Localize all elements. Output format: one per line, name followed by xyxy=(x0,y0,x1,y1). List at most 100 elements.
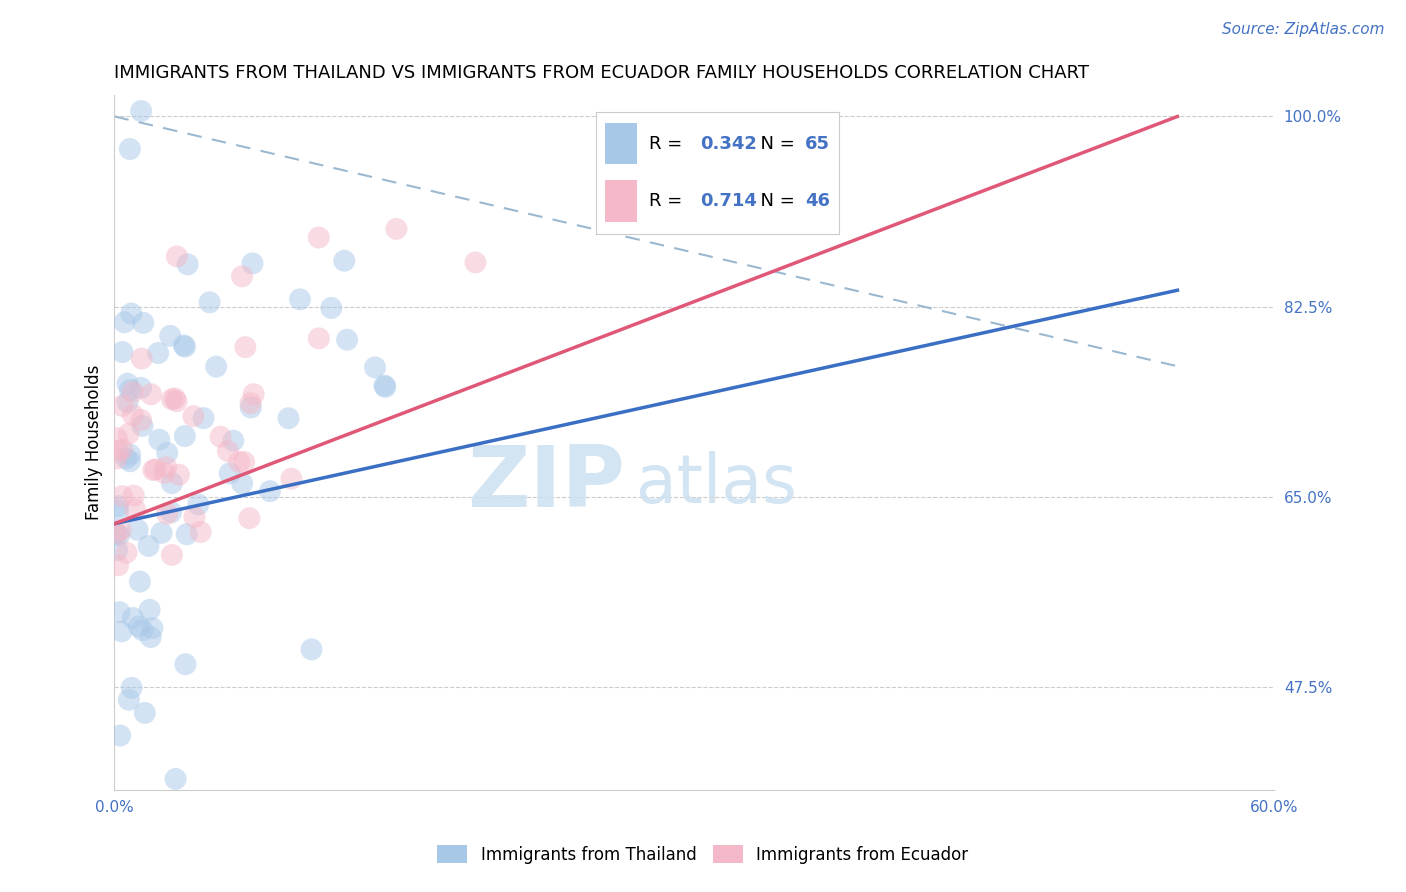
Point xyxy=(160,548,183,562)
Point xyxy=(111,489,134,503)
Point xyxy=(146,346,169,360)
Point xyxy=(242,256,264,270)
Point xyxy=(132,316,155,330)
Point xyxy=(121,408,143,422)
Point xyxy=(176,527,198,541)
Point xyxy=(120,448,142,462)
Point xyxy=(280,472,302,486)
Point xyxy=(288,293,311,307)
Point xyxy=(159,329,181,343)
Point xyxy=(118,142,141,156)
Point xyxy=(160,392,183,407)
Point xyxy=(114,315,136,329)
Point xyxy=(205,359,228,374)
Point xyxy=(166,394,188,409)
Point xyxy=(141,621,163,635)
Point xyxy=(239,396,262,410)
Point xyxy=(156,507,179,521)
Point xyxy=(121,681,143,695)
Point xyxy=(301,642,323,657)
Point xyxy=(239,401,262,415)
Point xyxy=(167,467,190,482)
Point xyxy=(107,558,129,573)
Point xyxy=(108,605,131,619)
Point xyxy=(127,523,149,537)
Point xyxy=(163,392,186,406)
Point xyxy=(321,301,343,315)
Point xyxy=(139,387,162,401)
Point xyxy=(131,418,153,433)
Point xyxy=(228,455,250,469)
Point xyxy=(107,443,129,458)
Text: IMMIGRANTS FROM THAILAND VS IMMIGRANTS FROM ECUADOR FAMILY HOUSEHOLDS CORRELATIO: IMMIGRANTS FROM THAILAND VS IMMIGRANTS F… xyxy=(114,64,1090,82)
Point xyxy=(117,376,139,391)
Point xyxy=(105,543,128,558)
Point xyxy=(153,466,176,480)
Point xyxy=(121,384,143,399)
Point xyxy=(139,630,162,644)
Point xyxy=(111,399,134,413)
Point xyxy=(108,528,131,542)
Point xyxy=(120,307,142,321)
Point xyxy=(115,451,138,466)
Point xyxy=(336,333,359,347)
Point xyxy=(238,511,260,525)
Point xyxy=(190,524,212,539)
Point xyxy=(308,230,330,244)
Point xyxy=(193,411,215,425)
Point xyxy=(120,454,142,468)
Point xyxy=(198,295,221,310)
Point xyxy=(107,499,129,513)
Point xyxy=(148,433,170,447)
Point xyxy=(464,255,486,269)
Point xyxy=(121,611,143,625)
Point xyxy=(209,430,232,444)
Point xyxy=(111,442,134,457)
Point xyxy=(333,253,356,268)
Text: ZIP: ZIP xyxy=(467,442,624,525)
Point xyxy=(218,467,240,481)
Point xyxy=(259,484,281,499)
Point xyxy=(129,381,152,395)
Point xyxy=(242,387,264,401)
Point xyxy=(117,426,139,441)
Point xyxy=(222,434,245,448)
Point xyxy=(111,345,134,359)
Point xyxy=(138,539,160,553)
Point xyxy=(174,657,197,672)
Point xyxy=(231,476,253,491)
Point xyxy=(160,505,183,519)
Point xyxy=(308,331,330,345)
Point xyxy=(105,526,128,541)
Point xyxy=(231,269,253,284)
Point xyxy=(277,411,299,425)
Point xyxy=(166,249,188,263)
Point xyxy=(110,624,132,639)
Point xyxy=(131,351,153,366)
Point xyxy=(107,504,129,518)
Point xyxy=(173,429,195,443)
Point xyxy=(155,460,177,475)
Point xyxy=(183,409,205,424)
Point xyxy=(105,451,128,466)
Point xyxy=(118,693,141,707)
Point xyxy=(105,526,128,541)
Point xyxy=(138,603,160,617)
Point xyxy=(374,380,396,394)
Point xyxy=(142,463,165,477)
Point xyxy=(156,446,179,460)
Point xyxy=(115,546,138,560)
Y-axis label: Family Households: Family Households xyxy=(86,365,103,520)
Point xyxy=(110,523,132,537)
Point xyxy=(128,619,150,633)
Legend: Immigrants from Thailand, Immigrants from Ecuador: Immigrants from Thailand, Immigrants fro… xyxy=(430,838,976,871)
Point xyxy=(150,525,173,540)
Point xyxy=(174,340,197,354)
Point xyxy=(385,222,408,236)
Point xyxy=(233,340,256,354)
Point xyxy=(129,413,152,427)
Text: Source: ZipAtlas.com: Source: ZipAtlas.com xyxy=(1222,22,1385,37)
Point xyxy=(124,502,146,516)
Point xyxy=(183,510,205,524)
Point xyxy=(145,462,167,476)
